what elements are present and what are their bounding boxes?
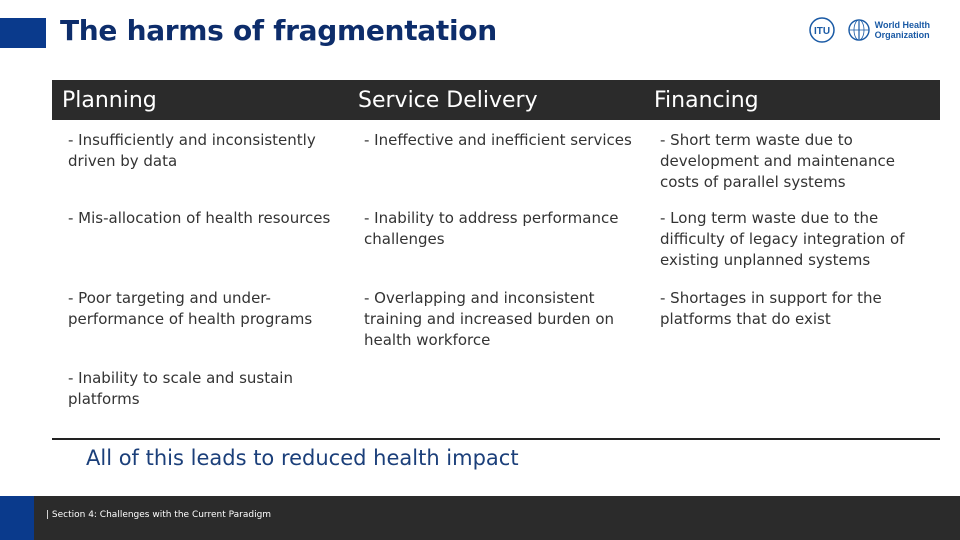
table-cell: - Ineffective and inefficient services [364, 131, 632, 149]
slide-title: The harms of fragmentation [60, 14, 497, 47]
table-cell: - Short term waste due to development an… [660, 131, 895, 191]
table-header: Planning Service Delivery Financing [52, 80, 940, 120]
who-emblem-icon [847, 19, 870, 41]
who-logo: World Health Organization [847, 18, 930, 42]
who-wordmark: World Health Organization [874, 20, 930, 40]
conclusion-text: All of this leads to reduced health impa… [86, 446, 519, 470]
footer-accent [0, 496, 34, 540]
itu-logo-icon: ITU [808, 17, 835, 43]
column-header-service-delivery: Service Delivery [358, 87, 538, 113]
logo-group: ITU World Health Organization [807, 16, 930, 44]
table-cell: - Insufficiently and inconsistently driv… [68, 131, 316, 170]
table-cell [644, 368, 940, 448]
conclusion-divider [52, 438, 940, 440]
column-header-planning: Planning [62, 87, 157, 113]
harms-table: - Insufficiently and inconsistently driv… [52, 128, 940, 448]
title-accent-bar [0, 18, 46, 48]
table-cell: - Inability to scale and sustain platfor… [68, 369, 293, 408]
svg-text:ITU: ITU [814, 26, 830, 37]
table-cell: - Poor targeting and under-performance o… [68, 289, 313, 328]
table-cell: - Mis-allocation of health resources [68, 209, 331, 227]
footer-bar [0, 496, 960, 540]
column-header-financing: Financing [654, 87, 759, 113]
table-cell: - Inability to address performance chall… [364, 209, 619, 248]
table-cell: - Shortages in support for the platforms… [660, 289, 882, 328]
table-cell [348, 368, 644, 448]
table-cell: - Long term waste due to the difficulty … [660, 209, 905, 269]
table-cell: - Overlapping and inconsistent training … [364, 289, 615, 349]
footer-section-label: | Section 4: Challenges with the Current… [46, 510, 272, 520]
